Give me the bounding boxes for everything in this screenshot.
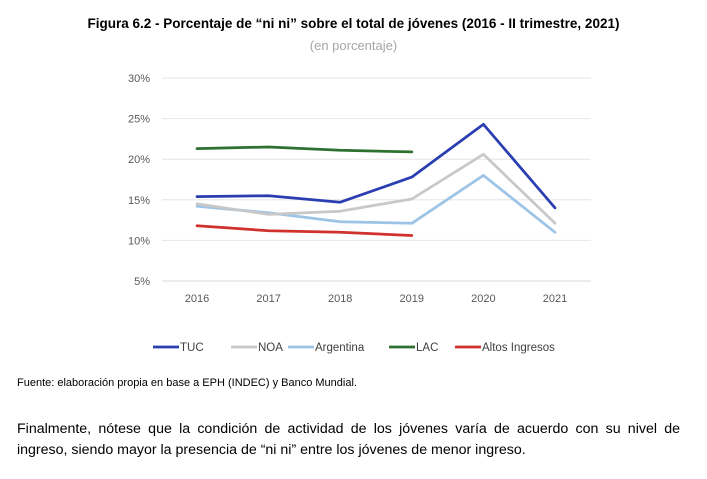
chart-title: Figura 6.2 - Porcentaje de “ni ni” sobre…: [87, 16, 620, 31]
series-lines: [195, 122, 557, 237]
series-line-noa: [195, 152, 557, 225]
y-tick-label: 5%: [134, 276, 150, 288]
x-axis: 2016 2017 2018 2019 2020 2021: [185, 293, 567, 305]
legend-label-s-noa: NOA: [258, 342, 283, 354]
y-tick-label: 30%: [128, 73, 150, 85]
x-tick-label: 2019: [400, 293, 424, 305]
body-paragraph: Finalmente, nótese que la condición de a…: [17, 421, 680, 458]
x-tick-label: 2021: [543, 293, 567, 305]
legend-label-s-argentina: Argentina: [315, 342, 365, 354]
series-line-altos-ingresos: [195, 224, 414, 237]
chart-subtitle: (en porcentaje): [309, 38, 398, 53]
line-chart: 5%10%15%20%25%30% 2016 2017 2018 2019 2020 20…: [128, 73, 591, 354]
x-tick-label: 2016: [185, 293, 209, 305]
legend-label-s-tuc: TUC: [180, 342, 204, 354]
y-axis: 5% 10% 15% 20% 25% 30%: [128, 73, 150, 288]
y-tick-label: 20%: [128, 154, 150, 166]
legend-label-s-lac: LAC: [416, 342, 438, 354]
x-tick-label: 2017: [256, 293, 280, 305]
y-tick-label: 15%: [128, 195, 150, 207]
series-line-lac: [195, 145, 414, 154]
y-tick-label: 10%: [128, 235, 150, 247]
source-note: Fuente: elaboración propia en base a EPH…: [17, 377, 357, 389]
x-tick-label: 2018: [328, 293, 352, 305]
x-tick-label: 2020: [471, 293, 495, 305]
legend: TUC NOA Argentina LAC Altos Ingresos: [153, 342, 555, 354]
y-tick-label: 25%: [128, 114, 150, 126]
legend-label-s-altos-ingresos: Altos Ingresos: [482, 342, 555, 354]
gridlines: [162, 77, 591, 282]
series-line-tuc: [195, 122, 557, 210]
